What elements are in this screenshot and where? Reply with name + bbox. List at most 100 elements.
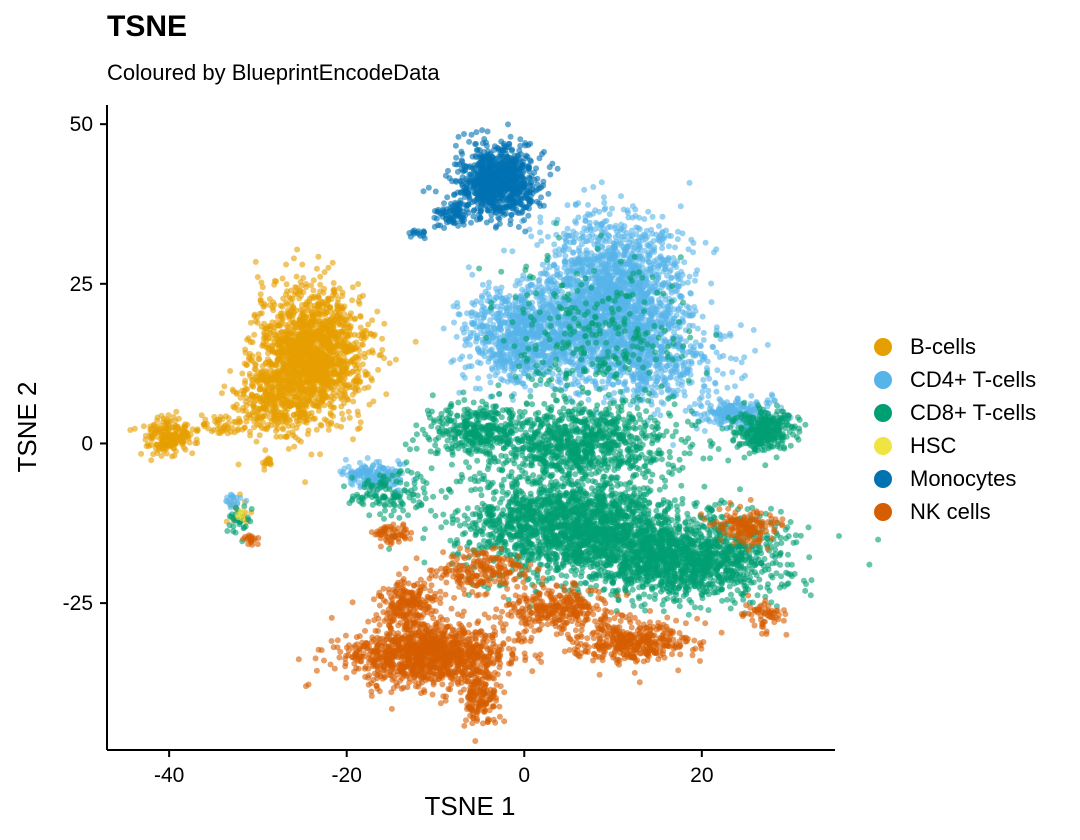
- point: [600, 252, 607, 259]
- point: [271, 277, 278, 284]
- point: [476, 348, 482, 355]
- point: [392, 356, 399, 363]
- point: [326, 401, 333, 407]
- point: [276, 381, 283, 388]
- point: [138, 450, 145, 457]
- point: [259, 284, 266, 291]
- point: [261, 466, 268, 473]
- point: [369, 317, 376, 324]
- point: [600, 269, 607, 276]
- point: [635, 263, 642, 269]
- point: [283, 261, 290, 268]
- point: [198, 412, 205, 419]
- point: [172, 448, 179, 455]
- point: [534, 242, 541, 248]
- point: [506, 301, 513, 308]
- point: [724, 384, 731, 391]
- point: [551, 261, 558, 268]
- point: [354, 369, 361, 376]
- point: [254, 274, 261, 280]
- point: [601, 199, 608, 206]
- point: [262, 413, 269, 420]
- point: [537, 219, 544, 226]
- point: [350, 398, 357, 405]
- point: [450, 357, 457, 364]
- point: [172, 417, 179, 424]
- point: [338, 403, 345, 410]
- point: [686, 179, 693, 186]
- point: [182, 446, 189, 453]
- point: [351, 377, 358, 384]
- point: [551, 241, 558, 248]
- point: [497, 288, 504, 295]
- point: [352, 388, 359, 395]
- point: [216, 416, 222, 423]
- point: [273, 335, 280, 342]
- point: [349, 284, 356, 291]
- point: [210, 426, 217, 433]
- point: [599, 262, 606, 269]
- point: [368, 377, 375, 384]
- point: [386, 360, 393, 367]
- point: [528, 233, 535, 240]
- point: [585, 201, 591, 208]
- point: [219, 428, 225, 435]
- point: [358, 335, 365, 342]
- point: [464, 310, 471, 317]
- point: [349, 297, 356, 304]
- point: [711, 249, 717, 256]
- point: [632, 213, 639, 219]
- point: [543, 342, 550, 349]
- points-layer: [127, 121, 882, 744]
- point: [659, 245, 666, 252]
- point: [595, 291, 602, 298]
- point: [359, 361, 366, 368]
- point: [648, 298, 655, 305]
- point: [227, 368, 234, 374]
- point: [310, 277, 317, 284]
- point: [279, 275, 286, 282]
- point: [692, 271, 699, 278]
- point: [586, 233, 593, 240]
- point: [317, 421, 324, 428]
- point: [295, 358, 302, 365]
- point: [262, 447, 269, 454]
- point: [324, 357, 331, 363]
- point: [609, 205, 615, 212]
- point: [342, 322, 349, 329]
- point: [592, 219, 599, 226]
- point: [323, 366, 330, 373]
- point: [357, 313, 364, 320]
- point: [143, 443, 150, 450]
- point: [276, 358, 283, 365]
- point: [575, 214, 582, 221]
- point: [674, 287, 680, 294]
- point: [694, 325, 701, 332]
- point: [247, 319, 254, 326]
- point: [356, 379, 363, 386]
- point: [645, 252, 652, 259]
- point: [232, 419, 239, 425]
- point: [336, 320, 343, 327]
- point: [713, 388, 720, 395]
- point: [700, 329, 707, 336]
- point: [576, 245, 582, 252]
- point: [666, 243, 672, 250]
- point: [459, 371, 466, 378]
- point: [259, 419, 266, 426]
- point: [310, 342, 317, 349]
- point: [250, 383, 257, 390]
- point: [167, 433, 174, 440]
- point: [165, 412, 172, 419]
- point: [313, 426, 320, 433]
- point: [258, 279, 265, 286]
- point: [325, 380, 332, 387]
- point: [259, 459, 266, 466]
- point: [266, 456, 273, 463]
- point: [466, 353, 473, 360]
- point: [702, 239, 709, 246]
- point: [257, 291, 264, 298]
- point: [285, 445, 292, 452]
- point: [346, 414, 353, 421]
